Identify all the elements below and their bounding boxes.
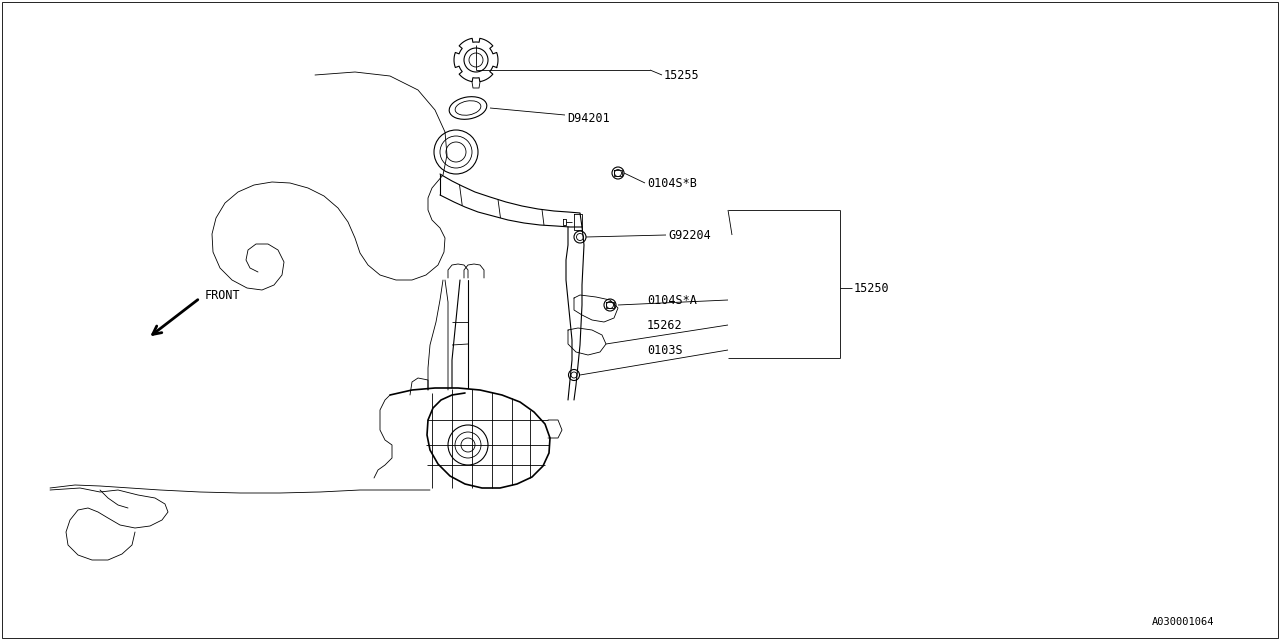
Text: 15262: 15262 [646,319,682,332]
Text: A030001064: A030001064 [1152,617,1215,627]
Text: 0104S*B: 0104S*B [646,177,696,189]
Text: 15255: 15255 [664,68,700,81]
Text: G92204: G92204 [668,228,710,241]
Text: 0103S: 0103S [646,344,682,356]
Text: D94201: D94201 [567,111,609,125]
Text: FRONT: FRONT [205,289,241,301]
Text: 15250: 15250 [854,282,890,294]
Text: 0104S*A: 0104S*A [646,294,696,307]
